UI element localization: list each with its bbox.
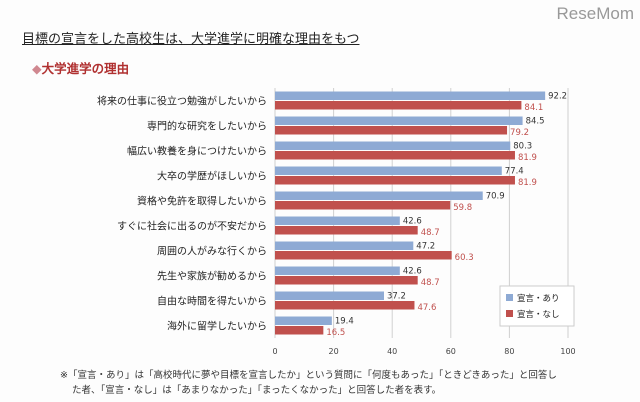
bar-ari xyxy=(275,141,511,150)
data-label: 70.9 xyxy=(486,192,505,202)
x-tick-label: 0 xyxy=(272,347,277,356)
data-label: 59.8 xyxy=(453,203,472,213)
data-label: 81.9 xyxy=(518,153,537,163)
logo: ReseMom xyxy=(556,4,634,23)
category-label: 周囲の人がみな行くから xyxy=(157,245,267,258)
bar-ari xyxy=(275,241,414,250)
bar-nashi xyxy=(275,226,418,235)
bar-ari xyxy=(275,166,502,175)
data-label: 81.9 xyxy=(518,178,537,188)
data-label: 84.5 xyxy=(526,117,545,127)
legend xyxy=(499,285,575,327)
data-label: 42.6 xyxy=(403,267,422,277)
bar-nashi xyxy=(275,176,515,185)
x-tick-label: 60 xyxy=(446,347,456,356)
category-label: 大卒の学歴がほしいから xyxy=(157,170,267,183)
data-label: 16.5 xyxy=(326,328,345,338)
bar-ari xyxy=(275,116,523,125)
legend-swatch xyxy=(506,294,513,301)
category-label: 将来の仕事に役立つ勉強がしたいから xyxy=(97,95,267,108)
bar-nashi xyxy=(275,276,418,285)
legend-label: 宣言・あり xyxy=(517,293,560,304)
bar-nashi xyxy=(275,151,515,160)
bar-ari xyxy=(275,216,400,225)
bar-ari xyxy=(275,316,332,325)
bar-nashi xyxy=(275,301,415,310)
x-tick-label: 100 xyxy=(560,347,575,356)
bar-ari xyxy=(275,91,546,100)
category-label: 専門的な研究をしたいから xyxy=(147,120,267,133)
bar-ari xyxy=(275,191,483,200)
x-tick-label: 40 xyxy=(387,347,397,356)
category-label: すぐに社会に出るのが不安だから xyxy=(117,220,267,233)
data-label: 37.2 xyxy=(387,292,406,302)
footnote-line: た者、「宣言・なし」は「あまりなかった」「まったくなかった」と回答した者を表す。 xyxy=(72,385,442,396)
x-tick-label: 80 xyxy=(504,347,514,356)
diamond-icon: ◆ xyxy=(32,61,42,76)
bar-ari xyxy=(275,266,400,275)
data-label: 48.7 xyxy=(421,228,440,238)
category-label: 海外に留学したいから xyxy=(167,320,267,333)
data-label: 79.2 xyxy=(510,128,529,138)
x-tick-label: 20 xyxy=(329,347,339,356)
category-label: 先生や家族が勧めるから xyxy=(157,270,267,283)
chart-subtitle: ◆大学進学の理由 xyxy=(32,58,129,77)
footnote: ※「宣言・あり」は「高校時代に夢や目標を宣言したか」という質問に「何度もあった」… xyxy=(60,368,630,398)
data-label: 47.2 xyxy=(416,242,435,252)
category-label: 幅広い教養を身につけたいから xyxy=(127,145,267,158)
data-label: 19.4 xyxy=(335,317,354,327)
data-label: 77.4 xyxy=(505,167,524,177)
data-label: 60.3 xyxy=(455,253,474,263)
data-label: 47.6 xyxy=(417,303,436,313)
data-label: 80.3 xyxy=(513,142,532,152)
bar-nashi xyxy=(275,326,324,335)
legend-label: 宣言・なし xyxy=(517,309,560,320)
chart-subtitle-text: 大学進学の理由 xyxy=(41,61,130,76)
bar-nashi xyxy=(275,251,452,260)
data-label: 42.6 xyxy=(403,217,422,227)
category-label: 自由な時間を得たいから xyxy=(157,295,267,308)
data-label: 48.7 xyxy=(421,278,440,288)
page-title: 目標の宣言をした高校生は、大学進学に明確な理由をもつ xyxy=(22,32,360,47)
footnote-line: ※「宣言・あり」は「高校時代に夢や目標を宣言したか」という質問に「何度もあった」… xyxy=(60,370,557,381)
legend-swatch xyxy=(506,310,513,317)
bar-nashi xyxy=(275,201,451,210)
bar-nashi xyxy=(275,126,508,135)
bar-nashi xyxy=(275,101,522,110)
data-label: 84.1 xyxy=(524,103,543,113)
category-label: 資格や免許を取得したいから xyxy=(137,195,267,208)
data-label: 92.2 xyxy=(548,92,567,102)
bar-ari xyxy=(275,291,384,300)
